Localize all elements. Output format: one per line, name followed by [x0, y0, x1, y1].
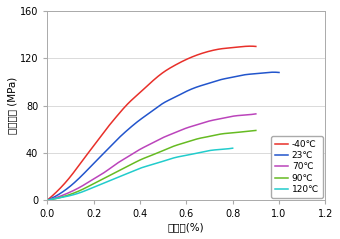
90℃: [254, 129, 258, 132]
70℃: [234, 114, 238, 117]
90℃: [173, 144, 177, 147]
23℃: [240, 74, 244, 76]
-40℃: [234, 46, 238, 49]
23℃: [182, 91, 186, 94]
23℃: [187, 89, 191, 92]
23℃: [45, 199, 49, 202]
Line: -40℃: -40℃: [47, 46, 256, 200]
70℃: [169, 133, 173, 136]
90℃: [45, 199, 49, 202]
90℃: [221, 132, 225, 135]
-40℃: [46, 198, 50, 201]
70℃: [169, 133, 173, 136]
-40℃: [173, 64, 177, 67]
Legend: -40℃, 23℃, 70℃, 90℃, 120℃: -40℃, 23℃, 70℃, 90℃, 120℃: [271, 136, 323, 198]
120℃: [156, 162, 160, 164]
-40℃: [169, 66, 173, 69]
-40℃: [254, 45, 258, 48]
X-axis label: ひずみ(%): ひずみ(%): [168, 222, 205, 232]
-40℃: [248, 45, 252, 48]
23℃: [46, 198, 50, 201]
23℃: [255, 72, 259, 75]
120℃: [155, 162, 159, 165]
120℃: [159, 161, 163, 163]
-40℃: [45, 199, 49, 202]
70℃: [173, 131, 177, 134]
70℃: [254, 112, 258, 115]
120℃: [45, 199, 49, 202]
90℃: [169, 146, 173, 148]
Line: 23℃: 23℃: [47, 72, 279, 200]
23℃: [272, 71, 276, 74]
-40℃: [221, 47, 225, 50]
120℃: [202, 150, 206, 153]
Line: 120℃: 120℃: [47, 148, 233, 200]
Line: 90℃: 90℃: [47, 130, 256, 200]
90℃: [46, 199, 50, 201]
90℃: [234, 131, 238, 134]
70℃: [46, 199, 50, 201]
Line: 70℃: 70℃: [47, 114, 256, 200]
-40℃: [169, 66, 173, 69]
120℃: [213, 148, 217, 151]
Y-axis label: 引張強さ (MPa): 引張強さ (MPa): [7, 77, 17, 134]
120℃: [46, 199, 50, 201]
23℃: [277, 71, 281, 74]
70℃: [221, 117, 225, 120]
90℃: [169, 146, 173, 149]
70℃: [45, 199, 49, 202]
23℃: [183, 91, 187, 93]
120℃: [231, 147, 235, 150]
